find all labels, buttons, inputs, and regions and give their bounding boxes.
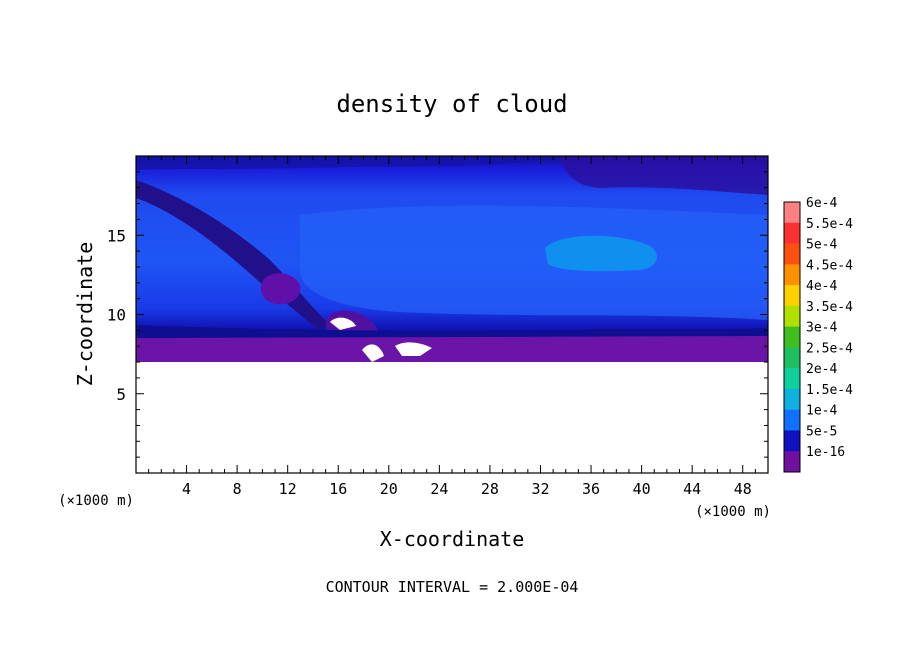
x-tick-label: 24 bbox=[430, 480, 448, 498]
colorbar-label: 5e-5 bbox=[806, 424, 837, 439]
colorbar-label: 5e-4 bbox=[806, 238, 837, 253]
colorbar-label: 2e-4 bbox=[806, 362, 837, 377]
colorbar-label: 6e-4 bbox=[806, 196, 837, 211]
y-tick-label: 15 bbox=[107, 226, 126, 245]
high-density-pocket bbox=[545, 235, 657, 272]
colorbar-label: 4.5e-4 bbox=[806, 258, 853, 273]
x-tick-label: 4 bbox=[182, 480, 191, 498]
upper-left-band bbox=[136, 156, 560, 170]
colorbar-swatch bbox=[784, 430, 800, 452]
y-axis-ticks: 5 10 15 bbox=[107, 171, 768, 458]
colorbar-label: 1e-16 bbox=[806, 445, 845, 460]
cloud-base bbox=[136, 336, 768, 368]
contour-interval: CONTOUR INTERVAL = 2.000E-04 bbox=[326, 578, 579, 596]
colorbar-swatch bbox=[784, 305, 800, 328]
x-unit-left: (×1000 m) bbox=[58, 493, 134, 509]
chart-title: density of cloud bbox=[336, 90, 567, 118]
x-tick-label: 12 bbox=[279, 480, 297, 498]
colorbar-swatch bbox=[784, 451, 800, 473]
x-tick-label: 44 bbox=[683, 480, 701, 498]
colorbar-label: 4e-4 bbox=[806, 279, 837, 294]
x-tick-label: 48 bbox=[734, 480, 752, 498]
mid-density-layer bbox=[300, 205, 768, 320]
y-axis-label: Z-coordinate bbox=[73, 242, 97, 387]
x-tick-label: 32 bbox=[531, 480, 549, 498]
x-tick-label: 36 bbox=[582, 480, 600, 498]
x-unit-right: (×1000 m) bbox=[695, 504, 771, 520]
colorbar-swatch bbox=[784, 202, 800, 224]
colorbar-swatch bbox=[784, 264, 800, 286]
colorbar: 6e-4 5.5e-4 5e-4 4.5e-4 4e-4 3.5e-4 3e-4 2.5e-4… bbox=[783, 196, 853, 473]
colorbar-label: 1.5e-4 bbox=[806, 383, 853, 398]
colorbar-label: 1e-4 bbox=[806, 404, 837, 419]
colorbar-label: 2.5e-4 bbox=[806, 341, 853, 356]
colorbar-label: 5.5e-4 bbox=[806, 217, 853, 232]
colorbar-swatch bbox=[784, 368, 800, 390]
colorbar-swatch bbox=[784, 409, 800, 431]
colorbar-label: 3e-4 bbox=[806, 321, 837, 336]
colorbar-swatch bbox=[784, 285, 800, 307]
x-tick-label: 16 bbox=[329, 480, 347, 498]
colorbar-label: 3.5e-4 bbox=[806, 300, 853, 315]
cloud-gap bbox=[330, 317, 432, 362]
colorbar-frame bbox=[783, 201, 801, 473]
colorbar-swatch bbox=[784, 326, 800, 348]
y-tick-label: 10 bbox=[107, 306, 126, 325]
y-tick-label: 5 bbox=[116, 385, 126, 404]
x-tick-label: 28 bbox=[481, 480, 499, 498]
x-axis-label: X-coordinate bbox=[380, 527, 525, 551]
plume-knot bbox=[260, 273, 301, 305]
colorbar-swatch bbox=[784, 222, 800, 245]
upper-dark-band bbox=[560, 156, 768, 195]
x-tick-label: 20 bbox=[380, 480, 398, 498]
x-tick-label: 40 bbox=[633, 480, 651, 498]
plot-area bbox=[136, 156, 768, 473]
clear-region bbox=[136, 362, 768, 473]
x-axis-ticks: 4 8 12 16 20 24 28 32 36 40 44 48 bbox=[148, 156, 756, 498]
colorbar-swatch bbox=[784, 347, 800, 369]
colorbar-swatch bbox=[784, 388, 800, 411]
x-tick-label: 8 bbox=[233, 480, 242, 498]
colorbar-swatch bbox=[784, 243, 800, 265]
